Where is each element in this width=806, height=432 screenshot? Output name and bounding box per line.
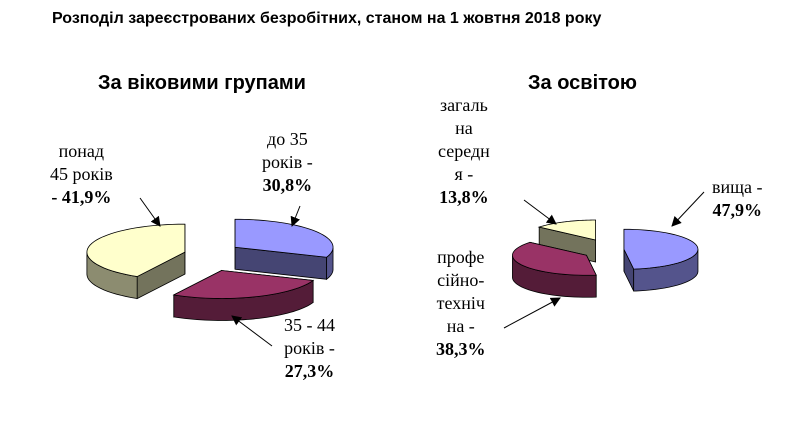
pie-slice-edu-general (537, 219, 596, 263)
data-label-edu-vocational: профе сійно- техніч на - 38,3% (436, 247, 486, 359)
leader-arrow-age-under35 (290, 205, 301, 227)
pie-slice-edu-higher (623, 228, 699, 292)
data-label-age-over45: понад 45 років - 41,9% (50, 141, 113, 207)
data-label-age-under35: до 35 років - 30,8% (262, 129, 313, 195)
data-label-edu-general: загаль на середн я - 13,8% (438, 95, 490, 207)
chart-title-education: За освітою (528, 72, 637, 94)
chart-title-age: За віковими групами (98, 72, 306, 94)
pie-slice-age-over45 (86, 223, 186, 300)
pie-slice-edu-vocational (512, 241, 597, 298)
leader-arrow-edu-higher (671, 191, 705, 227)
main-title: Розподіл зареєстрованих безробітних, ста… (52, 10, 602, 27)
leader-arrow-edu-general (523, 199, 557, 225)
pie-slice-age-under35 (234, 218, 334, 281)
leader-arrow-age-35-44 (231, 315, 273, 347)
data-label-age-35-44: 35 - 44 років - 27,3% (284, 315, 335, 381)
leader-arrow-edu-vocational (503, 297, 561, 329)
pie-slice-age-35-44 (172, 269, 315, 321)
leader-arrow-age-over45 (139, 197, 161, 227)
data-label-edu-higher: вища - 47,9% (712, 177, 763, 220)
